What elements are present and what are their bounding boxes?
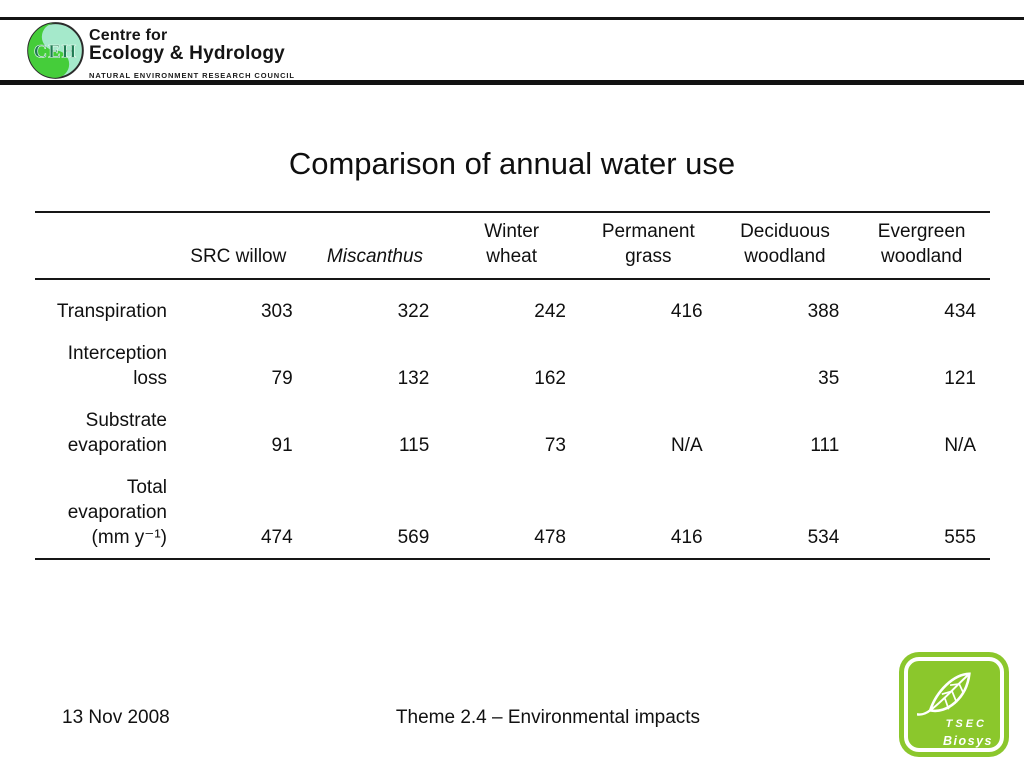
table-cell: 35: [818, 368, 840, 389]
table-cell: 303: [260, 301, 293, 322]
column-header: Deciduous woodland: [716, 212, 854, 280]
column-header: Evergreen woodland: [853, 212, 990, 280]
column-header: Miscanthus: [306, 212, 444, 280]
tsec-biosys-badge: TSEC Biosys: [899, 652, 1009, 757]
row-label: Total evaporation (mm y⁻¹): [67, 477, 167, 548]
table-cell: 416: [670, 527, 703, 548]
table-cell: 162: [534, 368, 566, 389]
row-label: Substrate evaporation: [67, 410, 167, 456]
tsec-badge-inner-frame: TSEC Biosys: [904, 657, 1004, 752]
table-cell: 91: [271, 435, 293, 456]
footer-theme: Theme 2.4 – Environmental impacts: [395, 707, 701, 728]
column-header: Permanent grass: [579, 212, 717, 280]
table-cell: N/A: [944, 435, 976, 456]
table-cell: 115: [399, 435, 430, 456]
brand-header: CEH Centre for Ecology & Hydrology NATUR…: [0, 20, 1024, 80]
row-label: Transpiration: [56, 301, 167, 322]
table-header-row: SRC willow Miscanthus Winter wheat Permanen…: [35, 212, 990, 280]
table-row: Substrate evaporation 91 115 73 N/A 111 N/A: [35, 399, 990, 466]
table-row: Total evaporation (mm y⁻¹) 474 569 478 416 53…: [35, 466, 990, 559]
tsec-badge-line2: Biosys: [943, 734, 993, 748]
ceh-logo-icon: CEH: [27, 22, 84, 79]
table-row: Interception loss 79 132 162 35 121: [35, 332, 990, 399]
table-cell: 555: [944, 527, 976, 548]
table-cell: 478: [534, 527, 566, 548]
table-cell: 73: [544, 435, 566, 456]
water-use-table-container: SRC willow Miscanthus Winter wheat Permanen…: [35, 211, 990, 560]
tsec-badge-line1: TSEC: [945, 718, 987, 730]
table-row: Transpiration 303 322 242 416 388 434: [35, 279, 990, 332]
brand-name-line1: Centre for: [89, 27, 168, 44]
table-cell: 121: [944, 368, 976, 389]
table-cell: 534: [807, 527, 840, 548]
table-cell: 111: [810, 435, 840, 456]
table-cell: 322: [397, 301, 430, 322]
table-cell: 474: [260, 527, 293, 548]
column-header: SRC willow: [170, 212, 307, 280]
brand-name-line2: Ecology & Hydrology: [89, 43, 285, 64]
ceh-logo-wave: [28, 23, 70, 78]
ceh-logo-text: CEH: [34, 41, 77, 62]
table-cell: 388: [807, 301, 840, 322]
table-cell: 79: [271, 368, 293, 389]
table-cell: N/A: [670, 435, 703, 456]
table-cell: 242: [534, 301, 566, 322]
table-cell: 434: [944, 301, 976, 322]
brand-text-block: Centre for Ecology & Hydrology NATURAL E…: [89, 27, 295, 80]
table-cell: 132: [397, 368, 430, 389]
slide-title: Comparison of annual water use: [288, 146, 736, 181]
table-corner-cell: [35, 212, 170, 280]
brand-subtitle: NATURAL ENVIRONMENT RESEARCH COUNCIL: [89, 71, 295, 80]
leaf-icon: [917, 672, 971, 716]
water-use-table: SRC willow Miscanthus Winter wheat Permanen…: [35, 211, 990, 560]
table-cell: 569: [397, 527, 430, 548]
column-header: Winter wheat: [443, 212, 580, 280]
top-border-line: [0, 17, 1024, 20]
header-divider-bar: [0, 80, 1024, 85]
row-label: Interception loss: [67, 343, 167, 389]
table-cell: 416: [670, 301, 703, 322]
table-cell: [580, 332, 717, 399]
footer-date: 13 Nov 2008: [62, 707, 170, 728]
